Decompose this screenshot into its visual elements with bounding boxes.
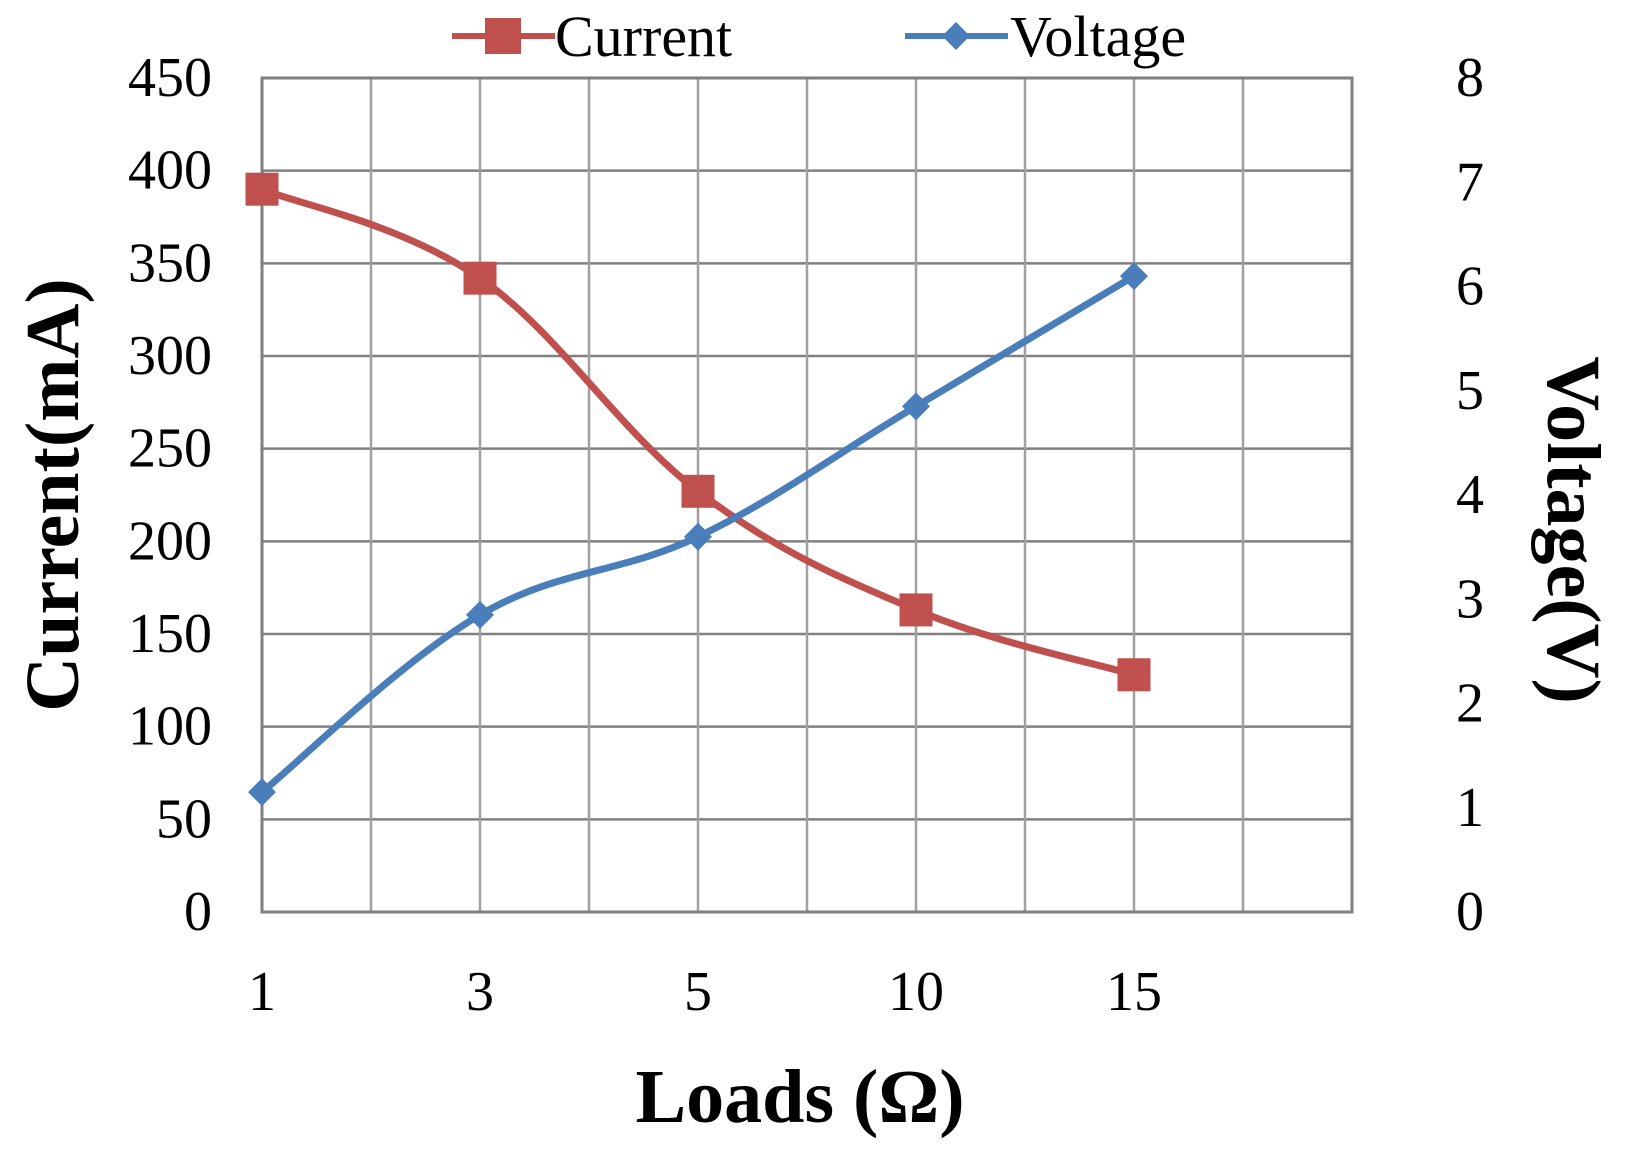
x-tick-label: 3 — [466, 961, 494, 1023]
x-tick-label: 1 — [248, 961, 276, 1023]
y-axis-right-title: Voltage(V) — [1531, 356, 1615, 704]
y-axis-left-title: Current(mA) — [11, 278, 95, 711]
gridlines — [260, 76, 1354, 914]
y-left-tick-label: 200 — [128, 510, 212, 572]
y-left-tick-label: 0 — [184, 881, 212, 943]
legend-current-label: Current — [555, 4, 732, 69]
current-point-marker — [463, 261, 497, 295]
voltage-point-marker — [466, 600, 494, 629]
legend-voltage-label: Voltage — [1010, 4, 1186, 69]
legend-current-square-marker — [485, 18, 521, 54]
x-tick-label: 10 — [888, 961, 944, 1023]
plot-area-frame — [260, 76, 1354, 914]
current-point-marker — [899, 593, 933, 627]
y-right-tick-label: 0 — [1456, 881, 1484, 943]
y-right-tick-label: 4 — [1456, 464, 1484, 526]
legend-voltage-diamond-marker — [942, 22, 970, 50]
current-point-marker — [245, 172, 279, 206]
y-right-tick-label: 1 — [1456, 777, 1484, 839]
y-left-tick-label: 450 — [128, 47, 212, 109]
x-axis-title: Loads (Ω) — [635, 1055, 964, 1139]
y-left-tick-label: 100 — [128, 696, 212, 758]
legend-item-current: Current — [452, 4, 732, 69]
voltage-point-marker — [1120, 262, 1148, 291]
legend-item-voltage: Voltage — [905, 4, 1186, 69]
y-right-tick-label: 5 — [1456, 360, 1484, 422]
voltage-point-marker — [902, 392, 930, 421]
y-left-tick-label: 250 — [128, 418, 212, 480]
y-left-tick-label: 150 — [128, 603, 212, 665]
current-point-marker — [1117, 658, 1151, 692]
current-point-marker — [681, 474, 715, 508]
y-left-tick-label: 400 — [128, 140, 212, 202]
voltage-point-marker — [248, 778, 276, 807]
x-tick-label: 5 — [684, 961, 712, 1023]
y-left-tick-label: 300 — [128, 325, 212, 387]
series-layer — [245, 172, 1151, 807]
voltage-point-marker — [684, 522, 712, 551]
y-right-tick-label: 3 — [1456, 568, 1484, 630]
legend: Current Voltage — [452, 4, 1186, 69]
y-right-tick-label: 8 — [1456, 47, 1484, 109]
y-right-tick-label: 2 — [1456, 673, 1484, 735]
y-right-tick-label: 7 — [1456, 151, 1484, 213]
y-right-tick-label: 6 — [1456, 256, 1484, 318]
x-tick-label: 15 — [1106, 961, 1162, 1023]
y-left-tick-label: 350 — [128, 232, 212, 294]
y-left-tick-label: 50 — [156, 788, 212, 850]
